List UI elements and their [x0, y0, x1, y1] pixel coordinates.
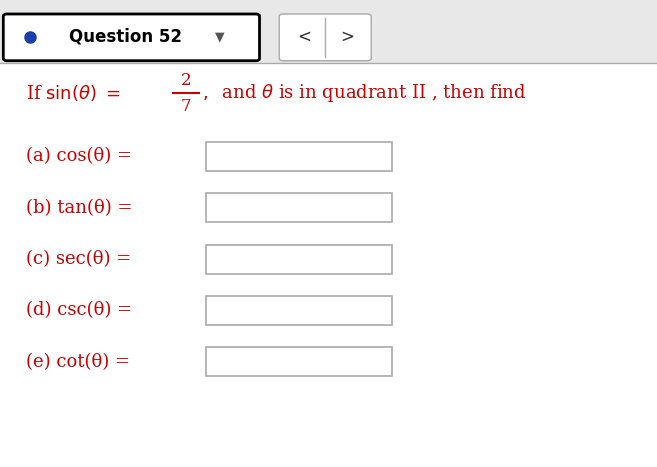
FancyBboxPatch shape — [206, 142, 392, 171]
Text: (b) tan(θ) =: (b) tan(θ) = — [26, 199, 133, 217]
FancyBboxPatch shape — [3, 14, 260, 61]
Text: If $\sin(\theta)\ =\ $: If $\sin(\theta)\ =\ $ — [26, 84, 121, 103]
Text: (a) cos(θ) =: (a) cos(θ) = — [26, 148, 132, 165]
Text: ▼: ▼ — [215, 30, 225, 43]
FancyBboxPatch shape — [279, 14, 371, 61]
Text: Question 52: Question 52 — [69, 28, 182, 46]
Text: <: < — [297, 28, 311, 46]
FancyBboxPatch shape — [206, 193, 392, 222]
FancyBboxPatch shape — [206, 245, 392, 274]
Text: >: > — [340, 28, 354, 46]
Text: (c) sec(θ) =: (c) sec(θ) = — [26, 250, 131, 268]
Text: $,\;$ and $\theta$ is in quadrant II , then find: $,\;$ and $\theta$ is in quadrant II , t… — [202, 82, 527, 105]
Text: 7: 7 — [181, 98, 191, 115]
Text: (d) csc(θ) =: (d) csc(θ) = — [26, 302, 133, 319]
Text: 2: 2 — [181, 72, 191, 89]
FancyBboxPatch shape — [0, 63, 657, 467]
FancyBboxPatch shape — [206, 347, 392, 376]
FancyBboxPatch shape — [206, 296, 392, 325]
Text: (e) cot(θ) =: (e) cot(θ) = — [26, 353, 130, 371]
